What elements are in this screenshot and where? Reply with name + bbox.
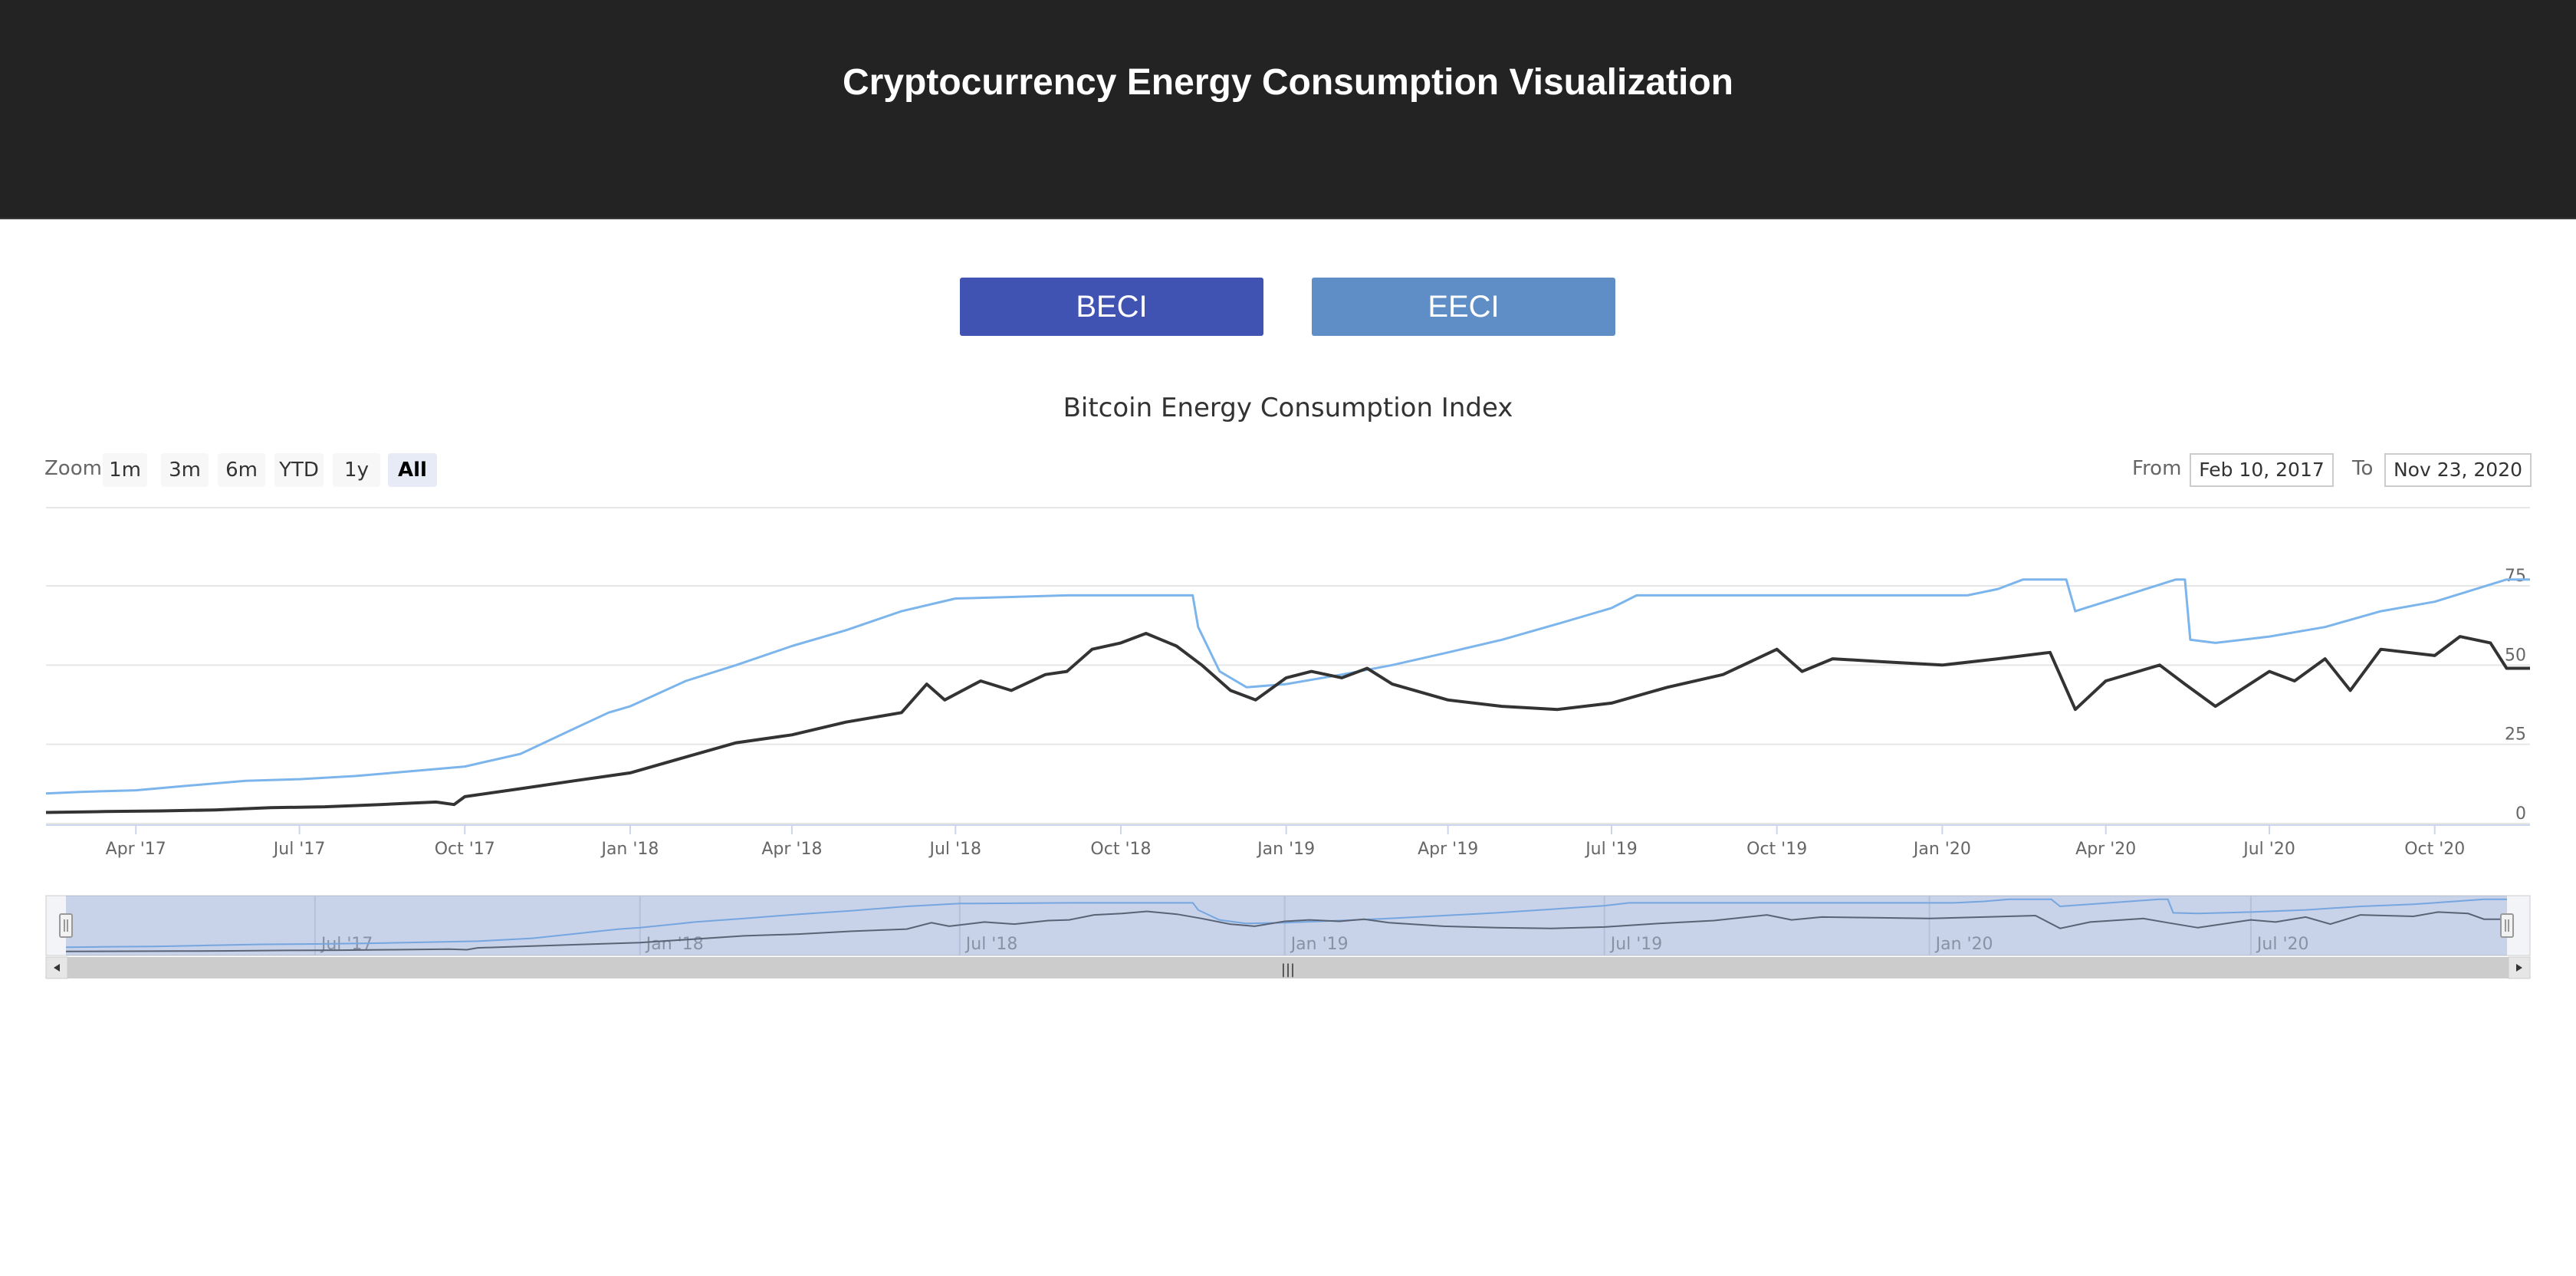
x-tick-label-oct-17: Oct '17 — [435, 840, 495, 859]
range-from-label: From — [2132, 457, 2182, 480]
x-tick-label-jul-17: Jul '17 — [272, 840, 326, 859]
page-title: Cryptocurrency Energy Consumption Visual… — [843, 62, 1733, 103]
page-header: Cryptocurrency Energy Consumption Visual… — [0, 0, 2576, 219]
beci-button[interactable]: BECI — [960, 278, 1263, 336]
zoom-6m-button[interactable]: 6m — [218, 453, 265, 487]
zoom-label: Zoom — [44, 457, 102, 480]
x-tick-label-apr-20: Apr '20 — [2075, 840, 2136, 859]
x-tick-label-jan-19: Jan '19 — [1256, 840, 1315, 859]
navigator-background — [45, 895, 2531, 956]
eeci-button[interactable]: EECI — [1312, 278, 1615, 336]
zoom-ytd-button[interactable]: YTD — [274, 453, 324, 487]
x-tick-label-apr-17: Apr '17 — [106, 840, 166, 859]
range-to-label: To — [2352, 457, 2374, 480]
navigator-tick-label-jan-20: Jan '20 — [1934, 935, 1993, 954]
x-tick-label-jul-20: Jul '20 — [2242, 840, 2295, 859]
navigator-tick-label-jul-19: Jul '19 — [1609, 935, 1663, 954]
scroll-right-arrow-icon — [2516, 964, 2522, 972]
x-tick-label-jan-18: Jan '18 — [600, 840, 659, 859]
range-from-input[interactable]: Feb 10, 2017 — [2190, 453, 2334, 487]
series-line-0 — [45, 578, 2530, 795]
navigator-right-handle[interactable] — [2500, 913, 2514, 938]
zoom-all-button[interactable]: All — [388, 453, 437, 487]
navigator-series-line-0 — [65, 898, 2507, 949]
navigator-tick-label-jan-19: Jan '19 — [1290, 935, 1349, 954]
series-line-1 — [45, 632, 2530, 814]
navigator-tick-label-jul-20: Jul '20 — [2256, 935, 2309, 954]
zoom-1m-button[interactable]: 1m — [103, 453, 147, 487]
x-tick-label-apr-18: Apr '18 — [761, 840, 822, 859]
zoom-1y-button[interactable]: 1y — [333, 453, 380, 487]
y-tick-label-50: 50 — [2505, 646, 2526, 665]
navigator-selected-range[interactable] — [66, 896, 2507, 955]
zoom-3m-button[interactable]: 3m — [161, 453, 209, 487]
range-to-input[interactable]: Nov 23, 2020 — [2384, 453, 2532, 487]
x-tick-label-oct-18: Oct '18 — [1090, 840, 1151, 859]
x-tick-label-jul-18: Jul '18 — [928, 840, 981, 859]
x-tick-label-apr-19: Apr '19 — [1418, 840, 1478, 859]
main-plot — [45, 578, 2530, 814]
x-tick-label-jul-19: Jul '19 — [1584, 840, 1638, 859]
scrollbar-thumb[interactable] — [67, 957, 2509, 978]
x-axis: Apr '17 Jul '17 Oct '17 Jan '18 Apr '18 Jul '… — [46, 824, 2530, 859]
navigator-tick-label-jan-18: Jan '18 — [645, 935, 704, 954]
y-tick-label-75: 75 — [2505, 567, 2526, 586]
y-tick-label-25: 25 — [2505, 725, 2526, 745]
x-tick-label-jan-20: Jan '20 — [1912, 840, 1971, 859]
scroll-left-arrow-icon — [54, 964, 60, 972]
y-grid: 0 25 50 75 — [46, 567, 2530, 824]
navigator-left-handle[interactable] — [59, 913, 73, 938]
navigator-tick-label-jul-18: Jul '18 — [964, 935, 1018, 954]
x-tick-label-oct-19: Oct '19 — [1746, 840, 1807, 859]
scrollbar-grip: ||| — [1281, 962, 1295, 978]
x-tick-label-oct-20: Oct '20 — [2404, 840, 2465, 859]
navigator-series-line-1 — [65, 910, 2507, 952]
y-tick-label-0: 0 — [2515, 804, 2526, 824]
chart-title: Bitcoin Energy Consumption Index — [1063, 393, 1513, 423]
